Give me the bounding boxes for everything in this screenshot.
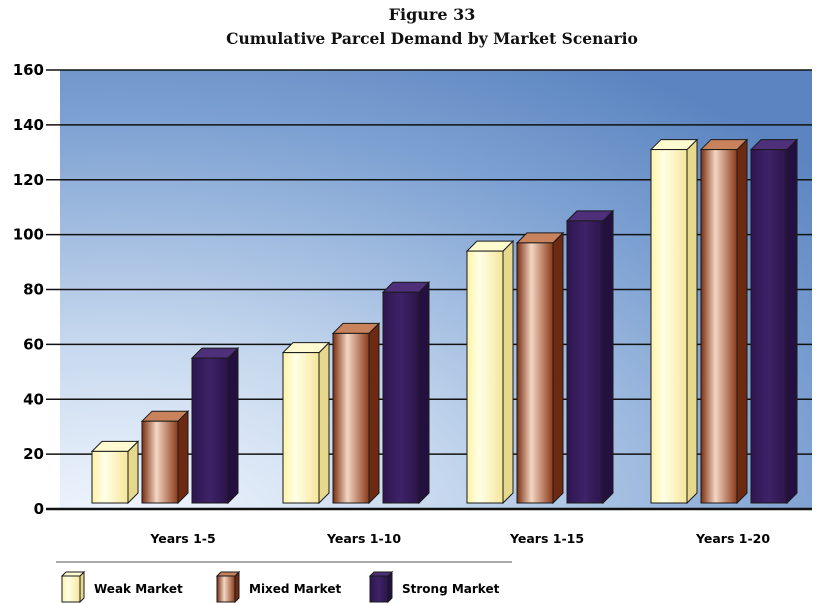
legend-label: Mixed Market bbox=[249, 582, 341, 596]
bar-side bbox=[602, 209, 614, 505]
legend-swatch-top bbox=[215, 571, 241, 577]
bar-mixed-4 bbox=[699, 138, 749, 505]
y-tick-label: 120 bbox=[13, 171, 44, 189]
bar-side bbox=[552, 231, 564, 505]
x-tick-label: Years 1-10 bbox=[326, 531, 401, 546]
y-tick-label: 100 bbox=[13, 226, 44, 244]
chart-title: Figure 33 bbox=[389, 5, 476, 24]
legend-swatch-top bbox=[368, 571, 394, 577]
y-tick-label: 160 bbox=[13, 61, 44, 79]
y-tick-label: 20 bbox=[23, 445, 44, 463]
bar-front bbox=[516, 242, 554, 504]
bar-side bbox=[127, 440, 139, 505]
bar-strong-4 bbox=[749, 138, 799, 505]
bar-front bbox=[382, 291, 420, 504]
x-tick-label: Years 1-15 bbox=[509, 531, 584, 546]
bar-front bbox=[750, 149, 788, 504]
bar-mixed-1 bbox=[140, 409, 190, 505]
bar-front bbox=[191, 357, 229, 504]
chart-subtitle: Cumulative Parcel Demand by Market Scena… bbox=[226, 29, 638, 48]
bar-side bbox=[418, 281, 430, 505]
bar-side bbox=[502, 239, 514, 505]
bar-side bbox=[686, 138, 698, 505]
y-axis-ticks: 0 20 40 60 80 100 120 140 160 bbox=[13, 61, 44, 518]
x-axis-labels: Years 1-5 Years 1-10 Years 1-15 Years 1-20 bbox=[149, 531, 770, 546]
bar-strong-3 bbox=[565, 209, 615, 505]
bar-front bbox=[91, 450, 129, 504]
legend-swatch bbox=[369, 575, 389, 603]
bar-strong-1 bbox=[190, 346, 240, 505]
bar-weak-1 bbox=[90, 440, 140, 505]
bar-strong-2 bbox=[381, 281, 431, 505]
bar-front bbox=[650, 149, 688, 504]
bar-side bbox=[177, 409, 189, 505]
bar-front bbox=[332, 332, 370, 504]
legend-item-weak: Weak Market bbox=[60, 570, 183, 603]
legend: Weak Market Mixed Market Strong Market bbox=[60, 570, 500, 603]
bar-side bbox=[736, 138, 748, 505]
legend-item-strong: Strong Market bbox=[368, 570, 500, 603]
legend-label: Weak Market bbox=[94, 582, 183, 596]
legend-swatch-side bbox=[387, 570, 393, 603]
legend-swatch bbox=[61, 575, 81, 603]
bar-weak-4 bbox=[649, 138, 699, 505]
bar-mixed-2 bbox=[331, 322, 381, 505]
legend-swatch bbox=[216, 575, 236, 603]
y-tick-label: 0 bbox=[34, 500, 44, 518]
legend-swatch-top bbox=[60, 571, 86, 577]
bar-weak-2 bbox=[281, 341, 331, 505]
y-tick-label: 80 bbox=[23, 281, 44, 299]
legend-swatch-side bbox=[234, 570, 240, 603]
y-tick-label: 40 bbox=[23, 390, 44, 408]
bar-front bbox=[141, 420, 179, 504]
bar-front bbox=[566, 220, 604, 504]
bar-front bbox=[466, 250, 504, 504]
bar-side bbox=[786, 138, 798, 505]
bar-side bbox=[227, 346, 239, 505]
bar-mixed-3 bbox=[515, 231, 565, 505]
legend-label: Strong Market bbox=[402, 582, 500, 596]
legend-swatch-side bbox=[79, 570, 85, 603]
bar-front bbox=[282, 352, 320, 504]
y-tick-label: 60 bbox=[23, 335, 44, 353]
x-tick-label: Years 1-20 bbox=[695, 531, 770, 546]
legend-item-mixed: Mixed Market bbox=[215, 570, 341, 603]
bar-front bbox=[700, 149, 738, 504]
bar-side bbox=[318, 341, 330, 505]
bars bbox=[90, 138, 799, 505]
y-tick-label: 140 bbox=[13, 116, 44, 134]
bar-side bbox=[368, 322, 380, 505]
x-tick-label: Years 1-5 bbox=[149, 531, 215, 546]
bar-weak-3 bbox=[465, 239, 515, 505]
